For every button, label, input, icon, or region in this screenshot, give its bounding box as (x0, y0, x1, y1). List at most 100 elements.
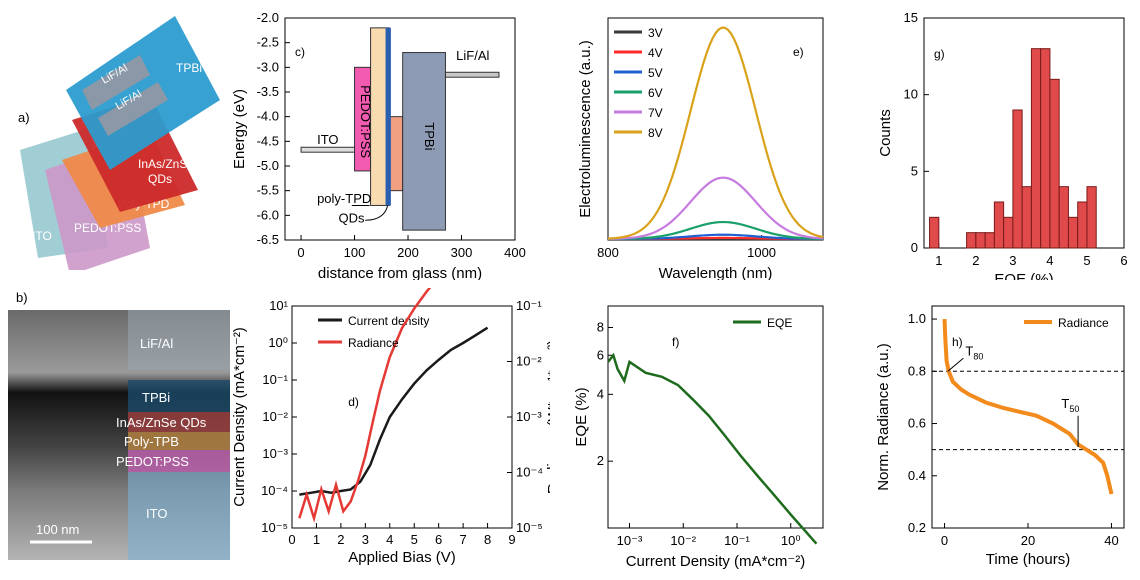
scale-bar-label: 100 nm (36, 522, 79, 537)
g-histogram-bar (1030, 48, 1042, 249)
e-legend-label: 6V (648, 86, 663, 100)
f-legend-label: EQE (767, 316, 792, 330)
e-series-7V (607, 176, 824, 240)
f-xtick-label: 10⁻¹ (724, 533, 750, 548)
chart-d-iv-curve: 10⁻⁵10⁻⁴10⁻³10⁻²10⁻¹10⁰10¹10⁻⁵10⁻⁴10⁻³10… (231, 288, 550, 566)
g-histogram-bar (984, 232, 995, 249)
c-xtick-label: 400 (504, 245, 526, 260)
d-legend-label: Radiance (348, 336, 399, 350)
d-xtick-label: 4 (386, 532, 393, 547)
c-xtick-label: 0 (297, 245, 304, 260)
g-xtick-label: 1 (935, 253, 942, 268)
g-histogram-bar (1040, 48, 1051, 249)
sem-layer-polytpb: Poly-TPB (124, 434, 179, 449)
f-xtick-label: 10⁻³ (617, 533, 643, 548)
d-ytick-label: 10⁻² (262, 409, 288, 424)
c-x-axis-title: distance from glass (nm) (318, 265, 482, 280)
d-ytick-label: 10¹ (269, 298, 288, 313)
c-ytick-label: -5.5 (257, 183, 279, 198)
d-xtick-label: 7 (459, 532, 466, 547)
chart-h-lifetime: 0.2 0.4 0.6 0.8 1.0 0 20 40 Time (hours) Norm. Ra… (875, 305, 1125, 568)
panel-a-device-schematic: a) ITO PEDOT:PSS Poly-TPD InAs/ZnSe QDs … (18, 16, 221, 270)
e-legend-label: 7V (648, 106, 663, 120)
e-x-axis-title: Wavelength (nm) (659, 265, 773, 280)
g-histogram-bar (1077, 201, 1088, 249)
g-histogram-bar (993, 201, 1005, 249)
c-ytick-label: -2.0 (257, 10, 279, 25)
f-xtick-label: 10⁰ (781, 533, 801, 548)
g-xtick-label: 2 (972, 253, 979, 268)
layer-tpbi-label: TPBi (176, 61, 202, 75)
e-legend-label: 5V (648, 66, 663, 80)
c-ytick-label: -3.5 (257, 84, 279, 99)
f-ytick-label: 6 (597, 347, 604, 362)
layer-qds-label-1: InAs/ZnSe QDs (138, 157, 221, 171)
g-xtick-label: 4 (1046, 253, 1053, 268)
h-ytick-label: 0.2 (908, 520, 926, 535)
g-xtick-label: 3 (1009, 253, 1016, 268)
d-xtick-label: 2 (337, 532, 344, 547)
c-xtick-label: 300 (451, 245, 473, 260)
f-series-eqe (607, 352, 818, 545)
f-ytick-label: 8 (597, 320, 604, 335)
e-xtick-label: 800 (597, 245, 619, 260)
d-xtick-label: 8 (484, 532, 491, 547)
d-series-radiance (298, 288, 432, 523)
h-ytick-label: 0.6 (908, 416, 926, 431)
c-label-qds: QDs (338, 211, 365, 226)
h-y-axis-title: Norm. Radiance (a.u.) (875, 343, 892, 491)
g-x-axis-title: EQE (%) (994, 271, 1053, 280)
h-xtick-label: 0 (941, 533, 948, 548)
f-x-axis-title: Current Density (mA*cm⁻²) (626, 553, 806, 570)
sem-layer-lifal: LiF/Al (140, 336, 173, 351)
d-y2tick-label: 10⁻⁵ (516, 520, 543, 535)
e-legend-label: 8V (648, 126, 663, 140)
chart-e-el-spectra: 800 1000 Wavelength (nm) Electroluminescenc… (577, 17, 824, 280)
c-panel-label: c) (295, 45, 305, 59)
c-ytick-label: -6.0 (257, 207, 279, 222)
c-arrow-qds (365, 205, 389, 221)
d-series-current-density (299, 326, 489, 496)
f-xtick-label: 10⁻² (670, 533, 696, 548)
g-histogram-bar (1049, 78, 1060, 249)
d-xtick-label: 6 (435, 532, 442, 547)
e-xtick-label: 1000 (747, 245, 776, 260)
g-histogram-bar (1067, 216, 1079, 249)
layer-ito-label: ITO (32, 229, 52, 243)
panel-a-label: a) (18, 110, 30, 125)
g-histogram-bar (1058, 186, 1069, 249)
c-level-lif-al (444, 71, 500, 78)
h-ytick-label: 0.8 (908, 363, 926, 378)
d-plot-frame (291, 305, 513, 529)
sem-image: LiF/Al TPBi InAs/ZnSe QDs Poly-TPB PEDOT… (8, 310, 230, 560)
c-level-tpbi (402, 52, 446, 231)
h-xtick-label: 20 (1021, 533, 1035, 548)
f-ytick-label: 2 (597, 453, 604, 468)
d-xtick-label: 9 (508, 532, 515, 547)
c-level-qds (388, 116, 404, 192)
g-ytick-label: 10 (904, 87, 918, 102)
g-histogram-bar (929, 216, 940, 249)
f-panel-label: f) (672, 335, 679, 349)
d-ytick-label: 10⁻³ (262, 446, 288, 461)
c-label-pedot: PEDOT:PSS (358, 85, 373, 158)
d-ytick-label: 10⁻⁴ (261, 483, 288, 498)
c-level-qds-band (385, 27, 391, 206)
h-ytick-label: 0.4 (908, 468, 926, 483)
d-y2-axis-title: Radiance (W*sr⁻¹*m⁻²) (545, 340, 550, 494)
layer-qds-label-2: QDs (148, 172, 172, 186)
d-y-axis-title: Current Density (mA*cm⁻²) (231, 327, 248, 507)
d-y2tick-label: 10⁻¹ (516, 298, 542, 313)
d-legend-label: Current density (348, 314, 429, 328)
c-label-tpbi: TPBi (422, 122, 437, 150)
g-ytick-label: 15 (904, 10, 918, 25)
h-annotation-t80: T80 (965, 344, 983, 362)
g-xtick-label: 5 (1083, 253, 1090, 268)
h-arrow-t80 (947, 357, 964, 372)
c-label-ito: ITO (317, 132, 338, 147)
g-histogram-bar (966, 232, 977, 249)
e-legend-label: 3V (648, 26, 663, 40)
chart-f-eqe-curve: 2 4 6 8 10⁻³ 10⁻² 10⁻¹ 10⁰ Current Density (mA*c… (573, 305, 824, 570)
d-ytick-label: 10⁻⁵ (261, 520, 288, 535)
c-ytick-label: -4.5 (257, 133, 279, 148)
